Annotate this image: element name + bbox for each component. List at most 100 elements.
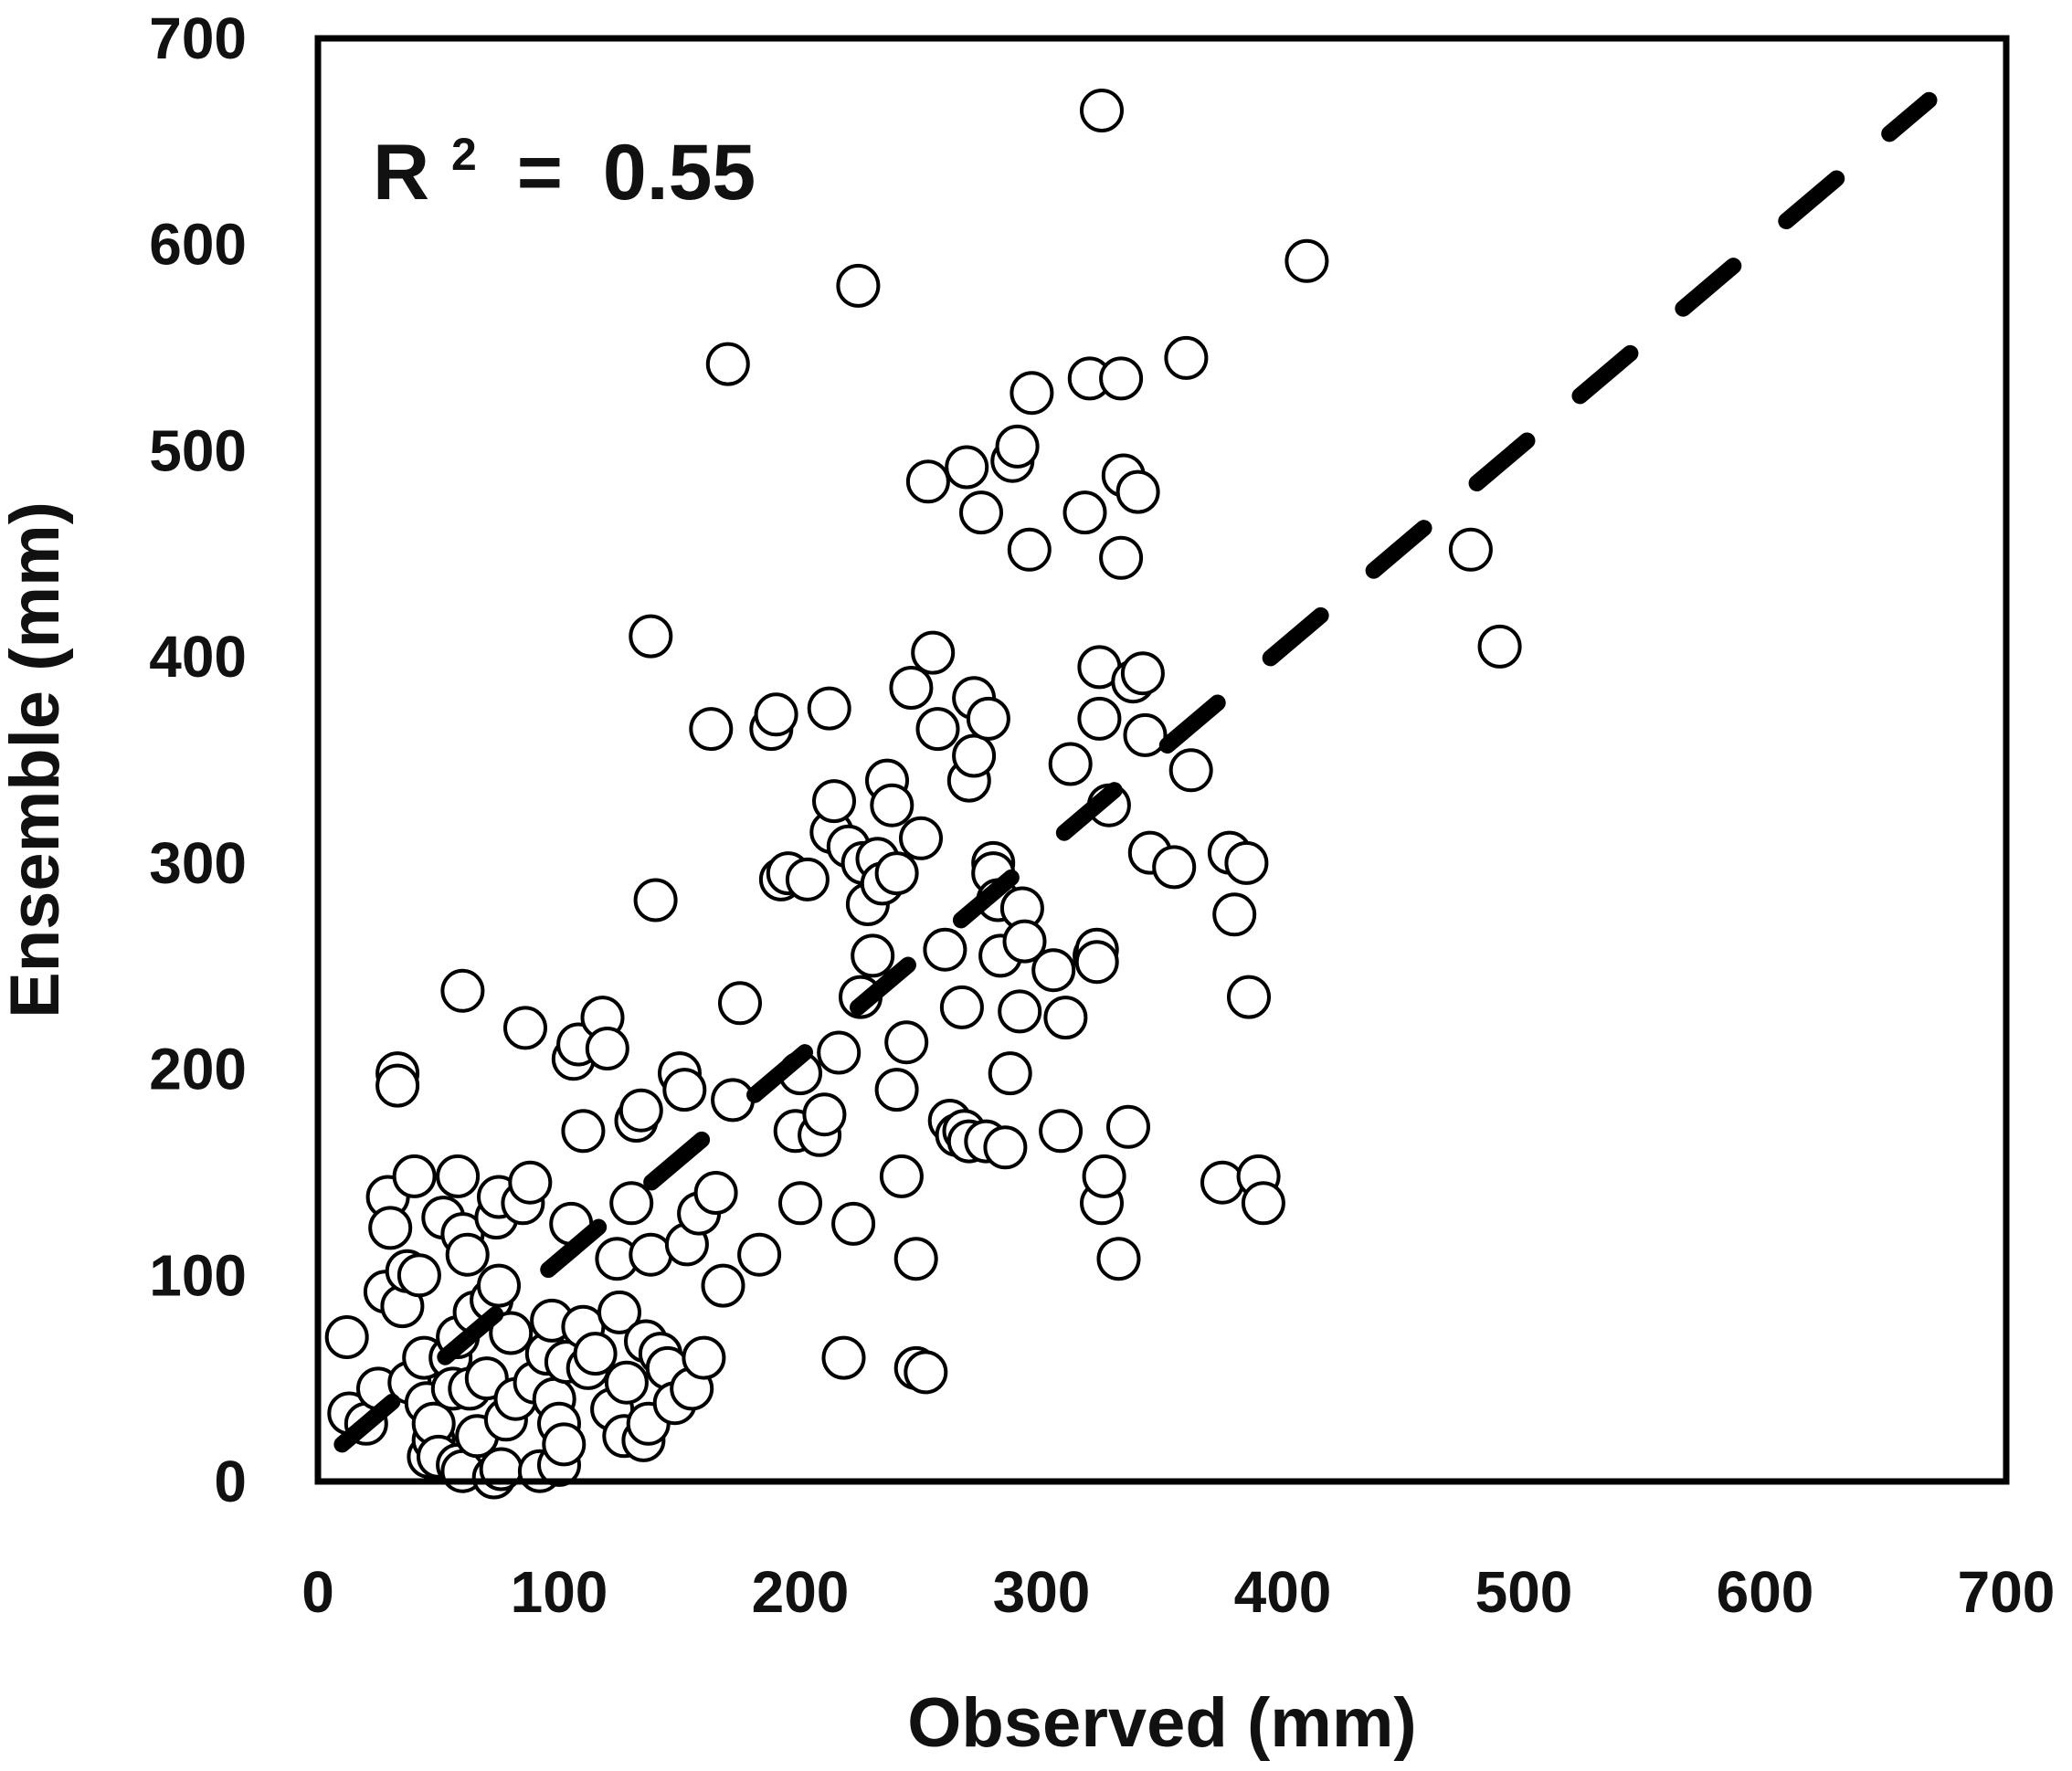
data-point — [998, 989, 1042, 1034]
x-axis-ticks: 0 100 200 300 400 500 600 700 — [301, 1559, 2055, 1625]
data-point — [904, 1350, 948, 1395]
data-point — [440, 968, 485, 1013]
data-point — [923, 927, 967, 972]
data-point — [561, 1109, 606, 1154]
data-point — [1448, 527, 1493, 572]
data-point — [1048, 742, 1093, 786]
data-point — [1082, 1154, 1126, 1198]
x-tick-label: 600 — [1717, 1559, 1814, 1625]
data-point — [1077, 696, 1122, 741]
data-point — [821, 1335, 866, 1380]
data-point — [1200, 1160, 1244, 1205]
data-point — [392, 1154, 437, 1198]
data-point — [1164, 335, 1209, 380]
data-point — [802, 1092, 847, 1137]
data-point — [662, 1068, 707, 1112]
data-point — [1043, 996, 1088, 1040]
data-point — [489, 1311, 534, 1355]
data-point — [893, 1237, 938, 1281]
y-tick-label: 400 — [149, 624, 247, 690]
data-point — [718, 981, 762, 1026]
data-point — [879, 1154, 924, 1198]
r-squared-operator: = — [517, 129, 563, 216]
plot-area-frame — [314, 35, 2010, 1485]
data-point — [1096, 1237, 1141, 1281]
data-point — [983, 1125, 1028, 1170]
r-squared-superscript: 2 — [451, 129, 477, 180]
data-point — [1074, 940, 1119, 985]
y-tick-label: 600 — [149, 212, 247, 278]
data-point — [693, 1171, 738, 1215]
data-point — [851, 933, 895, 978]
data-point — [1099, 356, 1144, 401]
data-point — [585, 1027, 629, 1070]
data-point — [436, 1154, 481, 1198]
data-point — [754, 692, 798, 737]
data-point — [836, 263, 881, 308]
data-point — [911, 630, 956, 675]
data-point — [959, 490, 1003, 535]
data-point — [966, 696, 1010, 741]
data-point — [1241, 1181, 1285, 1226]
x-tick-label: 400 — [1234, 1559, 1332, 1625]
data-point — [812, 779, 856, 824]
data-point — [701, 1263, 745, 1308]
y-tick-label: 100 — [149, 1242, 247, 1308]
data-point — [817, 1030, 862, 1075]
data-point — [375, 1063, 420, 1108]
data-point — [689, 707, 734, 752]
x-tick-label: 0 — [301, 1559, 334, 1625]
y-tick-label: 0 — [214, 1449, 247, 1514]
data-point — [711, 1078, 756, 1123]
x-tick-label: 700 — [1958, 1559, 2056, 1625]
r-squared-prefix: R — [373, 129, 429, 216]
data-point — [368, 1206, 413, 1250]
y-tick-label: 700 — [149, 5, 247, 71]
data-point — [1002, 919, 1047, 964]
data-point — [1010, 371, 1054, 416]
data-point — [1120, 651, 1165, 696]
data-point — [705, 342, 750, 386]
data-point — [905, 459, 950, 504]
data-point — [1123, 712, 1168, 757]
data-point — [477, 1263, 521, 1308]
data-point — [609, 1181, 654, 1226]
data-point — [831, 1201, 876, 1246]
data-point — [618, 1088, 663, 1133]
data-point — [629, 1232, 673, 1277]
data-point — [778, 1181, 822, 1226]
data-point — [1031, 948, 1076, 993]
data-point — [324, 1315, 369, 1359]
data-point — [682, 1335, 726, 1380]
data-point — [445, 1232, 490, 1277]
data-point — [604, 1360, 649, 1405]
data-point — [915, 707, 960, 752]
data-point — [939, 985, 984, 1029]
data-point — [573, 1332, 618, 1376]
data-point — [396, 1253, 441, 1298]
data-point — [1115, 469, 1160, 514]
data-point — [1284, 238, 1329, 283]
data-point — [1227, 975, 1271, 1019]
data-point — [1062, 490, 1107, 535]
y-axis-title: Ensemble (mm) — [0, 501, 74, 1018]
x-tick-label: 500 — [1475, 1559, 1573, 1625]
data-point — [785, 857, 830, 901]
data-point — [874, 851, 919, 896]
data-point — [952, 733, 997, 778]
data-point — [597, 1290, 641, 1334]
x-axis-title: Observed (mm) — [907, 1684, 1417, 1762]
data-point — [1224, 840, 1269, 885]
x-tick-label: 200 — [752, 1559, 850, 1625]
data-point — [503, 1006, 547, 1050]
data-point — [899, 816, 943, 860]
r-squared-value: 0.55 — [603, 129, 756, 216]
data-point — [870, 783, 914, 828]
data-point — [1477, 624, 1522, 669]
data-point — [874, 1068, 919, 1112]
data-point — [1152, 845, 1197, 890]
x-tick-label: 300 — [993, 1559, 1091, 1625]
data-point — [945, 445, 989, 490]
